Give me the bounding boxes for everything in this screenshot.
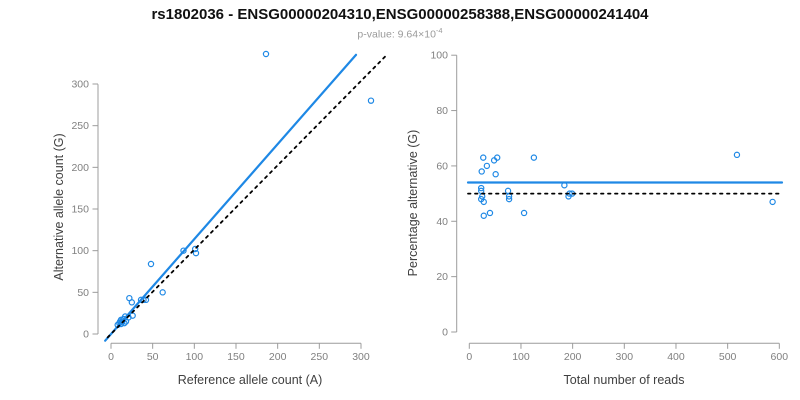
data-point: [147, 260, 155, 268]
data-point: [262, 50, 270, 58]
x-tick-label: 300: [352, 351, 370, 363]
figure-title: rs1802036 - ENSG00000204310,ENSG00000258…: [151, 6, 649, 23]
data-point: [480, 212, 487, 219]
data-point: [520, 209, 528, 217]
p-value-subtitle: p-value: 9.64×10-4: [0, 26, 800, 41]
y-tick-label: 300: [71, 79, 89, 91]
x-tick-label: 150: [227, 351, 245, 363]
data-point: [192, 249, 200, 257]
y-tick-label: 50: [77, 287, 89, 299]
x-tick-label: 200: [269, 351, 287, 363]
data-point: [478, 168, 485, 175]
identity-line: [106, 54, 387, 339]
y-tick-label: 0: [442, 327, 448, 339]
y-tick-label: 100: [430, 50, 448, 62]
data-point: [367, 97, 375, 104]
y-tick-label: 150: [71, 204, 89, 216]
data-point: [505, 193, 513, 200]
data-point: [769, 198, 776, 206]
p-value-text: p-value: 9.64×10: [357, 28, 436, 41]
data-point: [480, 154, 487, 161]
x-tick-label: 200: [564, 351, 582, 363]
x-tick-label: 0: [108, 351, 114, 363]
data-point: [483, 162, 491, 170]
data-point: [477, 184, 485, 192]
data-point: [159, 289, 166, 296]
y-tick-label: 0: [83, 329, 89, 341]
y-tick-label: 200: [71, 162, 89, 174]
data-point: [486, 209, 494, 217]
y-tick-label: 80: [436, 105, 448, 117]
y-tick-label: 60: [436, 160, 448, 172]
y-tick-label: 100: [71, 245, 89, 257]
x-tick-label: 400: [667, 351, 685, 363]
data-point: [480, 198, 487, 206]
data-point: [191, 245, 199, 253]
x-tick-label: 600: [771, 351, 789, 363]
x-tick-label: 100: [512, 351, 530, 363]
data-point: [530, 154, 538, 161]
data-point: [504, 187, 512, 195]
p-value-exponent: -4: [435, 26, 443, 35]
data-point: [128, 299, 136, 306]
x-tick-label: 50: [147, 351, 159, 363]
x-tick-label: 100: [186, 351, 204, 363]
x-tick-label: 500: [719, 351, 737, 363]
x-tick-label: 250: [311, 351, 329, 363]
x-tick-label: 300: [616, 351, 634, 363]
y-axis-title: Percentage alternative (G): [406, 130, 420, 277]
data-point: [180, 247, 187, 254]
y-tick-label: 250: [71, 120, 89, 132]
x-tick-label: 0: [466, 351, 472, 363]
data-point: [494, 154, 501, 161]
x-axis-title: Total number of reads: [564, 373, 685, 387]
data-point: [733, 151, 741, 159]
data-point: [492, 171, 499, 178]
data-point: [142, 296, 150, 304]
y-tick-label: 20: [436, 271, 448, 283]
regression-line: [104, 53, 358, 342]
x-axis-title: Reference allele count (A): [178, 373, 323, 387]
data-point: [505, 195, 513, 203]
y-tick-label: 40: [436, 216, 448, 228]
y-axis-title: Alternative allele count (G): [52, 133, 66, 280]
